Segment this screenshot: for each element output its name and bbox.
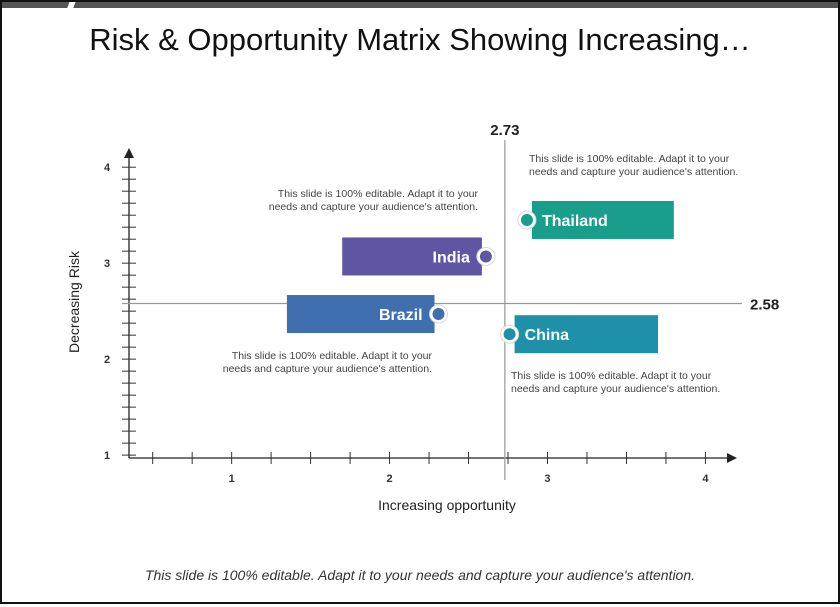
footer-note: This slide is 100% editable. Adapt it to… xyxy=(144,567,696,583)
x-tick-label: 1 xyxy=(229,473,235,485)
x-axis-label: Increasing opportunity xyxy=(378,497,516,513)
note-top-left: This slide is 100% editable. Adapt it to… xyxy=(268,188,478,213)
point-label-bar xyxy=(286,295,435,334)
y-axis-arrow xyxy=(124,148,134,158)
y-tick-label: 4 xyxy=(104,162,111,174)
y-tick-label: 2 xyxy=(104,354,110,366)
matrix-chart: 1 2 3 4 1 2 3 4 2.73 2.58 India Thailand Brazil China xyxy=(104,122,779,485)
x-axis-arrow xyxy=(727,453,737,463)
point-label: China xyxy=(525,327,570,344)
note-bottom-left: This slide is 100% editable. Adapt it to… xyxy=(222,350,432,375)
point-label: Brazil xyxy=(379,307,423,324)
point-label: India xyxy=(433,249,470,266)
point-label-bar xyxy=(514,315,659,354)
point-marker xyxy=(479,250,492,263)
note-bottom-right: This slide is 100% editable. Adapt it to… xyxy=(511,370,721,395)
point-marker xyxy=(503,328,516,341)
point-marker xyxy=(520,213,533,226)
reference-label-x: 2.73 xyxy=(490,122,519,139)
slide-title: Risk & Opportunity Matrix Showing Increa… xyxy=(89,22,751,57)
reference-label-y: 2.58 xyxy=(750,296,779,313)
y-tick-label: 3 xyxy=(104,258,110,270)
top-bar xyxy=(2,2,838,8)
x-tick-label: 3 xyxy=(544,473,550,485)
x-tick-label: 4 xyxy=(702,473,709,485)
point-label-bar xyxy=(531,200,674,239)
y-tick-label: 1 xyxy=(104,450,110,462)
point-label: Thailand xyxy=(542,213,608,230)
point-marker xyxy=(432,308,445,321)
y-axis-label: Decreasing Risk xyxy=(66,251,82,353)
x-tick-label: 2 xyxy=(387,473,393,485)
point-label-bar xyxy=(342,237,482,276)
note-top-right: This slide is 100% editable. Adapt it to… xyxy=(529,153,739,178)
